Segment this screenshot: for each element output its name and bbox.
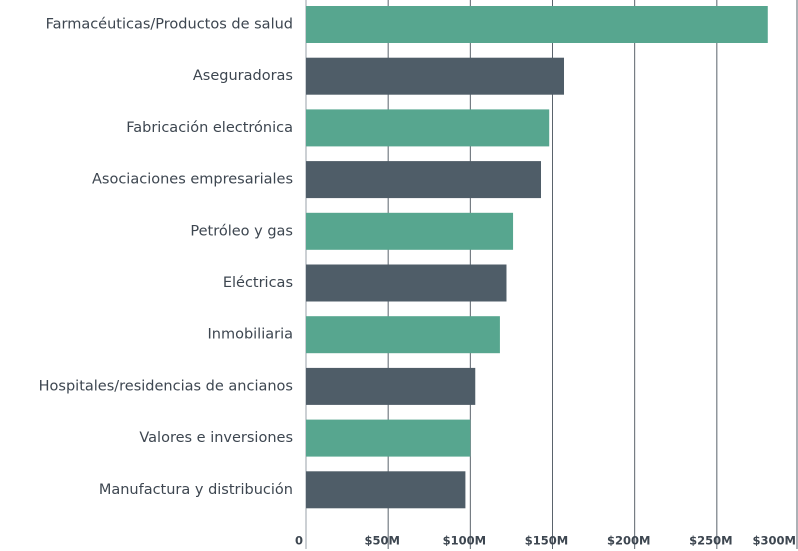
y-tick-label: Inmobiliaria bbox=[207, 327, 293, 343]
y-tick-label: Hospitales/residencias de ancianos bbox=[39, 378, 293, 394]
y-tick-label: Valores e inversiones bbox=[139, 430, 293, 446]
bar bbox=[306, 212, 514, 250]
x-tick-label: $150M bbox=[525, 534, 568, 548]
bar bbox=[306, 419, 471, 457]
bar bbox=[306, 57, 565, 95]
y-tick-label: Petróleo y gas bbox=[190, 223, 293, 239]
y-tick-label: Manufactura y distribución bbox=[99, 482, 293, 498]
x-tick-label: $250M bbox=[689, 534, 732, 548]
bar bbox=[306, 316, 500, 354]
bar bbox=[306, 109, 550, 147]
x-tick-label: $200M bbox=[607, 534, 650, 548]
bar bbox=[306, 367, 476, 405]
y-tick-label: Fabricación electrónica bbox=[126, 120, 293, 136]
y-tick-label: Eléctricas bbox=[223, 275, 293, 291]
bar bbox=[306, 6, 768, 43]
bar bbox=[306, 264, 507, 302]
x-tick-label: $300M bbox=[753, 534, 796, 548]
y-tick-label: Farmacéuticas/Productos de salud bbox=[46, 17, 293, 33]
x-tick-label: $100M bbox=[443, 534, 486, 548]
x-tick-label: $50M bbox=[364, 534, 399, 548]
y-tick-label: Asociaciones empresariales bbox=[92, 172, 293, 188]
bar bbox=[306, 161, 541, 199]
bar bbox=[306, 471, 466, 509]
x-tick-label: 0 bbox=[295, 534, 303, 548]
y-tick-label: Aseguradoras bbox=[193, 68, 293, 84]
